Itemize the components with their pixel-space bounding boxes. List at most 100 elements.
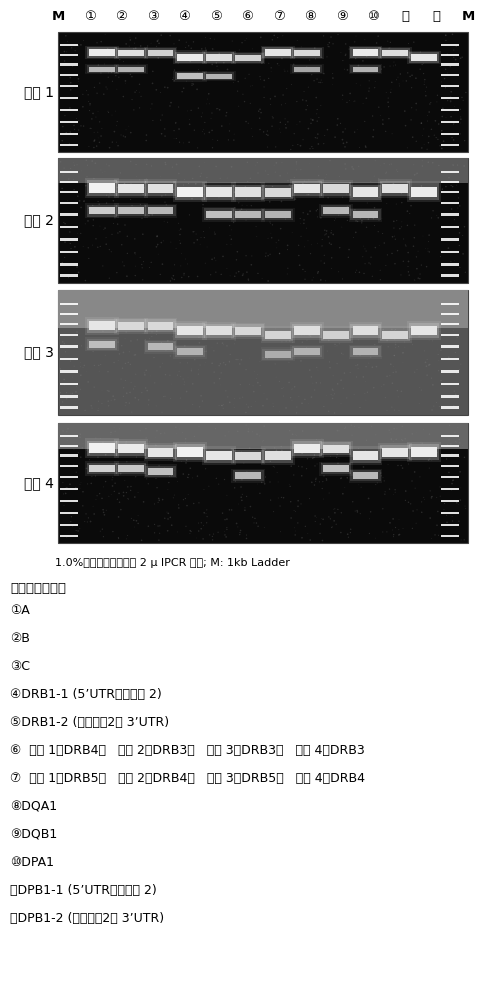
Point: [113, 179, 121, 195]
Point: [305, 304, 313, 320]
Point: [200, 450, 207, 466]
Point: [354, 208, 361, 224]
Point: [352, 187, 360, 203]
Point: [420, 137, 428, 153]
Point: [314, 235, 321, 251]
Point: [300, 84, 308, 100]
Point: [139, 325, 147, 341]
Point: [70, 171, 77, 187]
Point: [231, 174, 239, 190]
Point: [398, 418, 406, 434]
Bar: [409, 323, 439, 338]
Point: [159, 492, 167, 508]
Point: [60, 57, 68, 73]
Point: [436, 221, 444, 237]
Bar: [145, 205, 176, 216]
Point: [56, 361, 64, 377]
Point: [387, 34, 394, 50]
Point: [276, 168, 284, 184]
Point: [185, 467, 192, 483]
Point: [453, 157, 461, 173]
Point: [229, 327, 237, 343]
Point: [66, 70, 74, 86]
Bar: [60, 302, 78, 305]
Point: [409, 426, 416, 442]
Point: [290, 327, 298, 343]
Bar: [441, 535, 459, 537]
Bar: [233, 470, 263, 481]
Point: [383, 247, 391, 263]
Point: [455, 513, 463, 529]
Text: M: M: [51, 10, 65, 23]
Point: [59, 423, 67, 439]
Point: [418, 435, 426, 451]
Point: [109, 524, 117, 540]
Point: [338, 91, 346, 107]
Bar: [441, 435, 459, 437]
Point: [59, 334, 67, 350]
Bar: [294, 326, 320, 335]
Bar: [265, 211, 291, 218]
Point: [261, 41, 269, 57]
Point: [238, 444, 245, 460]
Point: [291, 379, 299, 395]
Point: [391, 228, 398, 244]
Point: [364, 384, 372, 400]
Point: [130, 512, 138, 528]
Point: [146, 260, 153, 276]
Point: [272, 313, 280, 329]
Point: [312, 472, 319, 488]
Point: [208, 528, 216, 544]
Point: [139, 187, 147, 203]
Point: [385, 40, 393, 56]
Bar: [323, 207, 349, 214]
Text: ②B: ②B: [10, 632, 30, 645]
Bar: [144, 47, 177, 59]
Point: [431, 113, 439, 129]
Point: [384, 90, 392, 106]
Point: [219, 505, 226, 521]
Point: [152, 398, 160, 414]
Point: [235, 98, 243, 114]
Point: [424, 49, 432, 65]
Point: [309, 450, 317, 466]
Point: [77, 367, 85, 383]
Point: [96, 486, 104, 502]
Point: [317, 253, 325, 269]
Point: [384, 457, 392, 473]
Point: [221, 523, 228, 539]
Point: [231, 336, 239, 352]
Point: [307, 369, 315, 385]
Point: [390, 46, 398, 62]
Point: [296, 47, 304, 63]
Point: [361, 443, 369, 459]
Point: [459, 318, 467, 334]
Point: [245, 299, 253, 315]
Point: [172, 130, 180, 146]
Point: [433, 489, 441, 505]
Point: [278, 193, 285, 209]
Point: [56, 351, 64, 367]
Point: [333, 435, 341, 451]
Point: [412, 102, 420, 118]
Point: [97, 357, 105, 373]
Point: [313, 456, 321, 472]
Point: [437, 372, 445, 388]
Point: [102, 230, 110, 246]
Point: [304, 342, 312, 358]
Point: [410, 157, 418, 173]
Bar: [350, 324, 381, 338]
Point: [306, 141, 314, 157]
Point: [378, 180, 386, 196]
Point: [413, 165, 421, 181]
Point: [210, 375, 218, 391]
Point: [99, 323, 107, 339]
Point: [188, 77, 196, 93]
Point: [73, 110, 80, 126]
Point: [409, 129, 416, 145]
Bar: [265, 49, 291, 56]
Point: [166, 98, 174, 114]
Point: [316, 436, 323, 452]
Point: [341, 61, 349, 77]
Point: [273, 442, 281, 458]
